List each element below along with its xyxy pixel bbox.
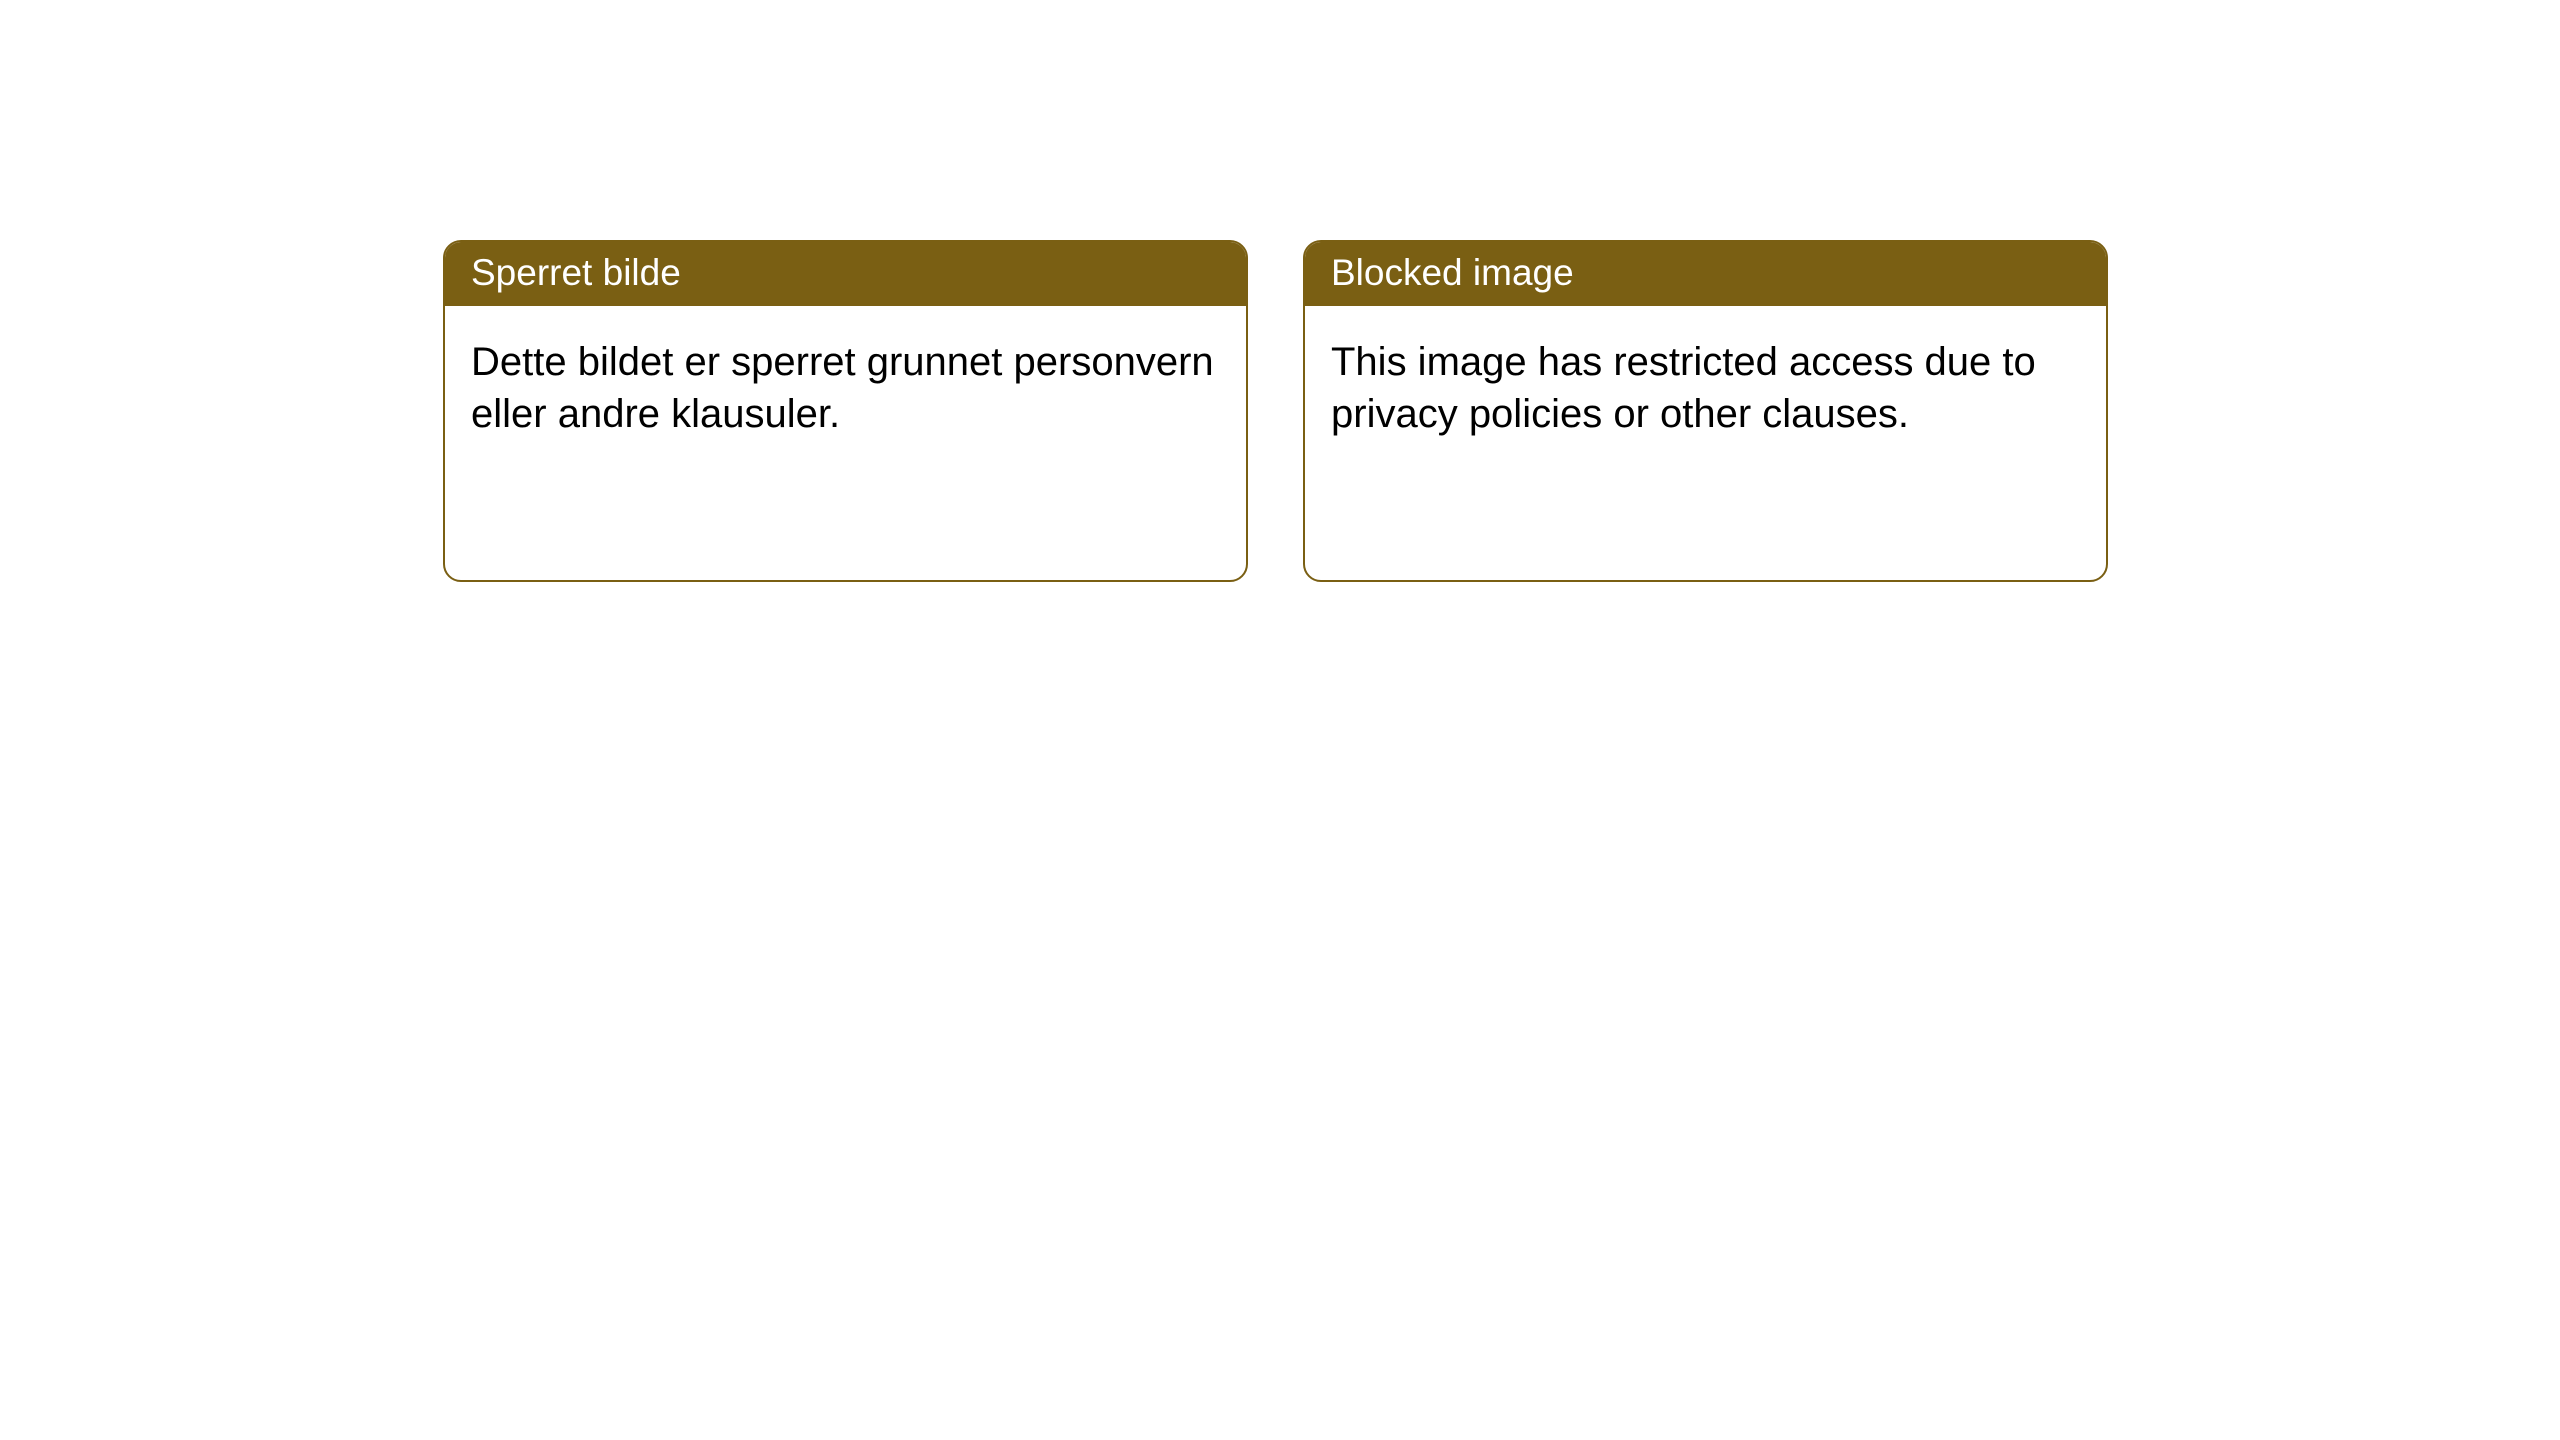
blocked-image-card-en: Blocked image This image has restricted … [1303,240,2108,582]
card-header-en: Blocked image [1305,242,2106,306]
card-header-no: Sperret bilde [445,242,1246,306]
card-body-no: Dette bildet er sperret grunnet personve… [445,306,1246,470]
blocked-image-cards: Sperret bilde Dette bildet er sperret gr… [443,240,2108,582]
card-body-en: This image has restricted access due to … [1305,306,2106,470]
blocked-image-card-no: Sperret bilde Dette bildet er sperret gr… [443,240,1248,582]
